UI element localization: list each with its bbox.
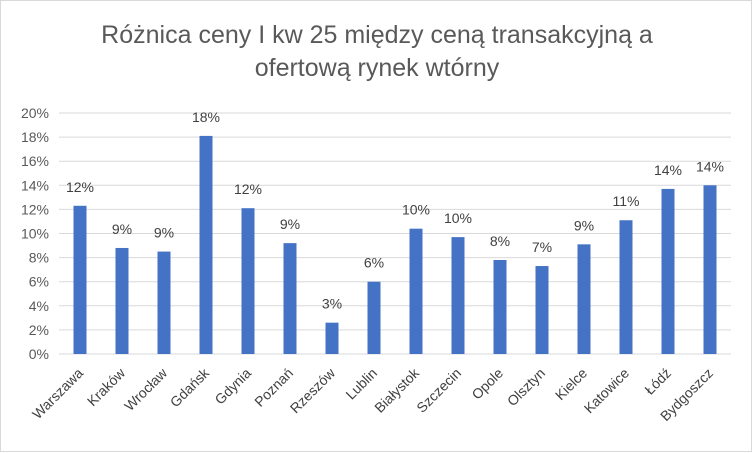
bar <box>115 247 129 354</box>
y-tick-label: 2% <box>29 322 49 338</box>
y-tick-label: 18% <box>21 129 49 145</box>
chart-title: Różnica ceny I kw 25 między ceną transak… <box>1 19 752 85</box>
category-label: Kielce <box>552 365 590 403</box>
chart-title-line-2: ofertową rynek wtórny <box>254 54 500 82</box>
y-tick-label: 16% <box>21 153 49 169</box>
data-label: 10% <box>402 202 430 218</box>
y-tick-label: 8% <box>29 250 49 266</box>
data-label: 12% <box>66 179 94 195</box>
category-label: Gdynia <box>211 365 254 408</box>
category-label: Rzeszów <box>287 364 339 416</box>
bar <box>493 260 507 354</box>
category-label: Łódź <box>641 365 674 398</box>
category-label: Opole <box>468 365 506 403</box>
data-label: 3% <box>322 296 342 312</box>
data-label: 8% <box>490 233 510 249</box>
y-tick-label: 10% <box>21 226 49 242</box>
data-label: 9% <box>574 217 594 233</box>
bar <box>409 228 423 354</box>
y-tick-label: 14% <box>21 177 49 193</box>
y-tick-label: 12% <box>21 201 49 217</box>
bar <box>619 220 633 354</box>
bar <box>241 208 255 354</box>
y-tick-label: 4% <box>29 298 49 314</box>
bar <box>367 281 381 354</box>
bar <box>703 185 717 354</box>
category-label: Wrocław <box>121 364 171 414</box>
bar <box>199 135 213 354</box>
y-tick-label: 20% <box>21 105 49 121</box>
data-label: 7% <box>532 239 552 255</box>
bar <box>157 251 171 354</box>
bar <box>451 237 465 354</box>
data-label: 14% <box>654 162 682 178</box>
bar <box>535 266 549 354</box>
data-label: 14% <box>696 158 724 174</box>
category-label: Lublin <box>342 365 380 403</box>
category-label: Warszawa <box>29 365 86 422</box>
y-tick-label: 0% <box>29 346 49 362</box>
bar <box>283 243 297 354</box>
data-label: 11% <box>613 193 640 209</box>
bar <box>325 322 339 354</box>
data-label: 12% <box>234 181 262 197</box>
bar <box>73 205 87 354</box>
y-tick-label: 6% <box>29 274 49 290</box>
bar <box>577 244 591 354</box>
category-label: Białystok <box>371 364 423 416</box>
category-label: Gdańsk <box>167 364 213 410</box>
bar <box>661 188 675 354</box>
data-label: 9% <box>280 216 300 232</box>
data-label: 10% <box>444 210 472 226</box>
chart-title-line-1: Różnica ceny I kw 25 między ceną transak… <box>101 21 653 49</box>
data-label: 6% <box>364 255 384 271</box>
category-label: Szczecin <box>413 365 464 416</box>
data-label: 9% <box>112 221 132 237</box>
category-label: Olsztyn <box>504 365 548 409</box>
data-label: 9% <box>154 225 174 241</box>
category-label: Katowice <box>581 365 633 417</box>
data-label: 18% <box>192 109 220 125</box>
